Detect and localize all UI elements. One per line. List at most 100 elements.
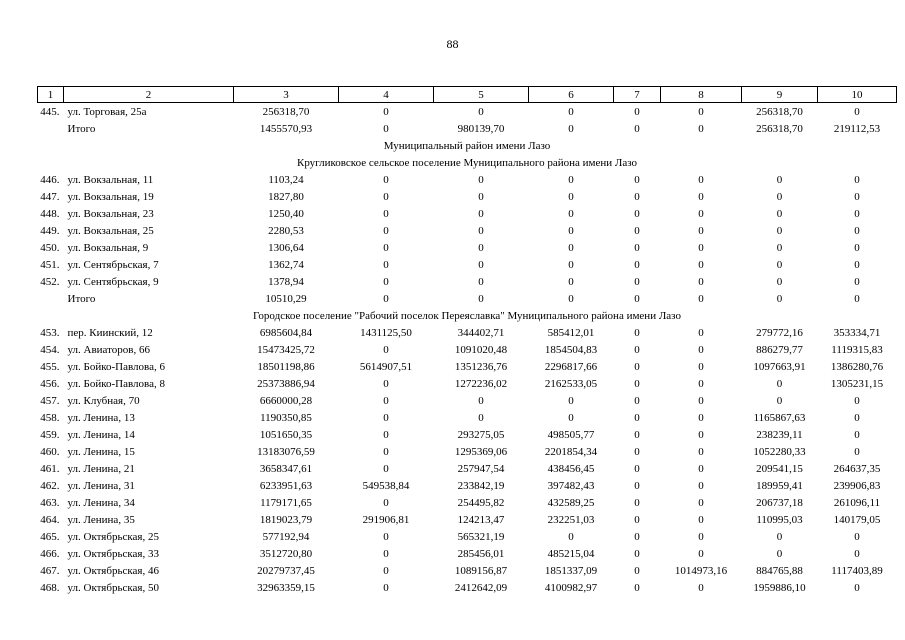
row-number-cell: 459.	[40, 428, 60, 441]
fund-share-cell: 0	[383, 173, 389, 186]
total-cost-cell: 1455570,93	[259, 122, 313, 135]
total-cost-cell: 2280,53	[268, 224, 304, 237]
col7-cell: 0	[634, 258, 640, 271]
regional-budget-cell: 0	[478, 394, 484, 407]
regional-budget-cell: 124213,47	[457, 513, 505, 526]
fund-share-cell: 0	[383, 530, 389, 543]
row-number-cell: 461.	[40, 462, 60, 475]
col8-cell: 0	[698, 479, 704, 492]
row-number-cell: 463.	[40, 496, 60, 509]
row-number-cell: 447.	[40, 190, 60, 203]
column-header: 5	[433, 86, 529, 103]
col8-cell: 0	[698, 343, 704, 356]
col8-cell: 0	[698, 411, 704, 424]
local-budget-cell: 0	[568, 173, 574, 186]
column-header: 1	[37, 86, 64, 103]
row-number-cell: 453.	[40, 326, 60, 339]
row-number-cell: 457.	[40, 394, 60, 407]
local-budget-cell: 2201854,34	[544, 445, 598, 458]
regional-budget-cell: 344402,71	[457, 326, 505, 339]
col10-cell: 264637,35	[833, 462, 881, 475]
local-budget-cell: 0	[568, 275, 574, 288]
col9-cell: 256318,70	[756, 122, 803, 135]
total-cost-cell: 1306,64	[268, 241, 304, 254]
fund-share-cell: 0	[383, 411, 389, 424]
column-header-row: 1 2 3 4 5 6 7 8 9 10	[37, 86, 897, 103]
col9-cell: 0	[776, 547, 783, 560]
table-row: 464. ул. Ленина, 35 1819023,79 291906,81 124…	[38, 511, 897, 528]
section-heading: Городское поселение "Рабочий поселок Пер…	[253, 309, 681, 322]
table-body: 1 2 3 4 5 6 7 8 9 10 445. ул. Торговая, 2…	[37, 86, 897, 597]
col10-cell: 0	[854, 207, 860, 220]
col7-cell: 0	[634, 564, 640, 577]
col10-cell: 0	[854, 190, 860, 203]
table-row: 451. ул. Сентябрьская, 7 1362,74 0 0 0 0 0 0 0	[38, 256, 897, 273]
fund-share-cell: 0	[383, 241, 389, 254]
local-budget-cell: 0	[568, 292, 574, 305]
col10-cell: 1386280,76	[830, 360, 884, 373]
col10-cell: 1117403,89	[831, 564, 883, 577]
col7-cell: 0	[634, 241, 640, 254]
total-cost-cell: 1819023,79	[259, 513, 313, 526]
subtotal-row: Итого 1455570,93 0 980139,70 0 0 0 256318,70 219…	[38, 120, 897, 137]
col7-cell: 0	[634, 581, 640, 594]
table-row: 465. ул. Октябрьская, 25 577192,94 0 565321,…	[38, 528, 897, 545]
col9-cell: 0	[776, 190, 783, 203]
local-budget-cell: 485215,04	[547, 547, 595, 560]
col9-cell: 0	[776, 258, 783, 271]
total-cost-cell: 20279737,45	[257, 564, 315, 577]
col10-cell: 0	[854, 275, 860, 288]
regional-budget-cell: 0	[478, 190, 484, 203]
total-cost-cell: 13183076,59	[257, 445, 315, 458]
row-number-cell	[38, 120, 64, 137]
col7-cell: 0	[634, 224, 640, 237]
regional-budget-cell: 257947,54	[457, 462, 505, 475]
local-budget-cell: 1851337,09	[544, 564, 598, 577]
address-cell: ул. Ленина, 13	[67, 411, 135, 424]
regional-budget-cell: 293275,05	[457, 428, 505, 441]
local-budget-cell: 0	[568, 207, 574, 220]
col8-cell: 0	[698, 377, 704, 390]
col7-cell: 0	[634, 530, 640, 543]
col10-cell: 0	[854, 241, 860, 254]
address-cell: ул. Ленина, 21	[67, 462, 135, 475]
col7-cell: 0	[634, 496, 640, 509]
col7-cell: 0	[634, 411, 640, 424]
total-cost-cell: 577192,94	[262, 530, 310, 543]
regional-budget-cell: 254495,82	[457, 496, 505, 509]
fund-share-cell: 0	[383, 275, 389, 288]
col7-cell: 0	[634, 122, 640, 135]
section-heading-row: Кругликовское сельское поселение Муницип…	[38, 154, 897, 171]
fund-share-cell: 0	[383, 547, 389, 560]
fund-share-cell: 0	[383, 224, 389, 237]
col10-cell: 0	[854, 530, 860, 543]
col7-cell: 0	[634, 105, 640, 118]
row-number-cell: 468.	[40, 581, 60, 594]
col7-cell: 0	[634, 547, 640, 560]
col10-cell: 0	[854, 547, 860, 560]
row-number-cell: 465.	[40, 530, 60, 543]
total-cost-cell: 1250,40	[268, 207, 304, 220]
fund-share-cell: 0	[383, 122, 389, 135]
regional-budget-cell: 0	[478, 241, 484, 254]
col8-cell: 0	[698, 241, 704, 254]
local-budget-cell: 0	[568, 224, 574, 237]
fund-share-cell: 0	[383, 258, 389, 271]
regional-budget-cell: 1272236,02	[454, 377, 508, 390]
col10-cell: 0	[854, 445, 860, 458]
col10-cell: 0	[854, 411, 860, 424]
col9-cell: 206737,18	[756, 496, 803, 509]
col10-cell: 0	[854, 394, 860, 407]
fund-share-cell: 0	[383, 428, 389, 441]
local-budget-cell: 0	[568, 241, 574, 254]
section-heading-row: Муниципальный район имени Лазо	[38, 137, 897, 154]
total-cost-cell: 32963359,15	[257, 581, 315, 594]
column-header: 2	[63, 86, 234, 103]
table-row: 449. ул. Вокзальная, 25 2280,53 0 0 0 0 0 0 0	[38, 222, 897, 239]
row-number-cell: 445.	[40, 105, 60, 118]
col9-cell: 0	[776, 241, 783, 254]
col10-cell: 140179,05	[833, 513, 881, 526]
col7-cell: 0	[634, 462, 640, 475]
col9-cell: 0	[776, 377, 783, 390]
table-row: 462. ул. Ленина, 31 6233951,63 549538,84 233…	[38, 477, 897, 494]
